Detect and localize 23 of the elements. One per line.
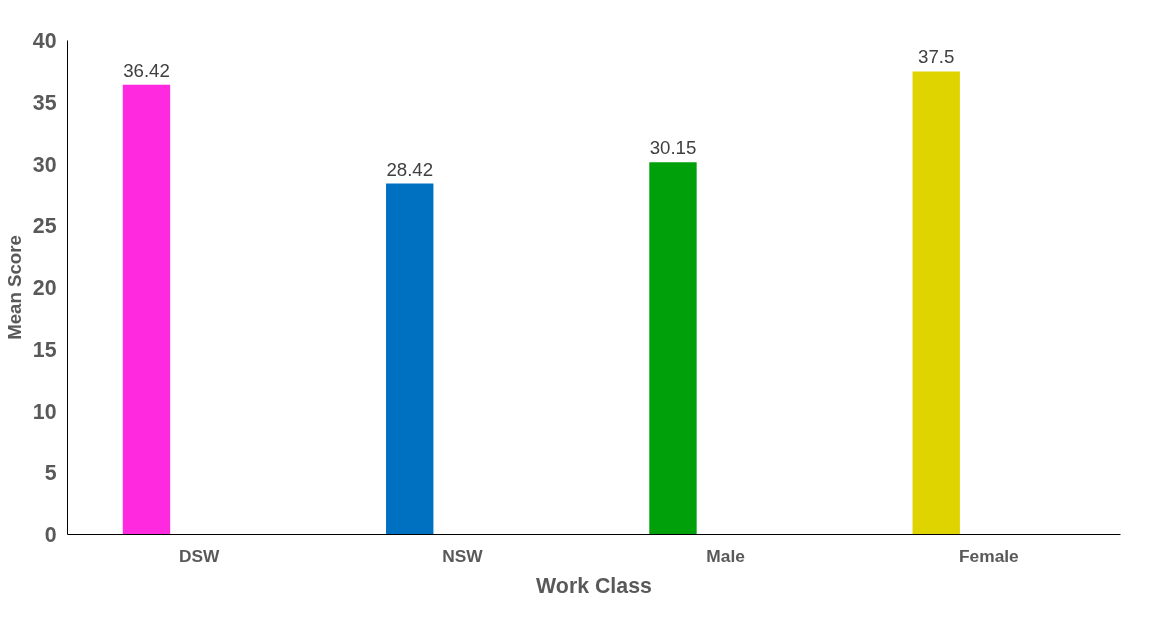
x-tick-label: Male bbox=[706, 545, 746, 566]
bar bbox=[122, 84, 171, 535]
bar bbox=[649, 162, 697, 535]
y-tick-label: 0 bbox=[44, 523, 57, 547]
y-tick-label: 10 bbox=[32, 399, 57, 424]
x-axis-title: Work Class bbox=[536, 573, 652, 598]
data-label: 28.42 bbox=[386, 158, 434, 180]
y-tick-label: 20 bbox=[32, 276, 57, 300]
x-tick-label: Female bbox=[959, 545, 1020, 566]
data-label: 37.5 bbox=[918, 46, 955, 68]
x-tick-label: DSW bbox=[178, 545, 220, 566]
bar bbox=[386, 183, 434, 535]
y-axis-title: Mean Score bbox=[3, 235, 25, 340]
x-tick-label: NSW bbox=[442, 545, 484, 566]
y-tick-label: 35 bbox=[32, 90, 57, 115]
data-label: 36.42 bbox=[123, 59, 170, 81]
data-label: 30.15 bbox=[649, 137, 697, 159]
bar bbox=[912, 71, 960, 535]
y-tick-label: 5 bbox=[44, 461, 57, 486]
y-tick-label: 30 bbox=[32, 152, 57, 177]
y-tick-label: 15 bbox=[32, 337, 57, 362]
y-tick-label: 40 bbox=[32, 29, 57, 53]
y-tick-label: 25 bbox=[32, 214, 57, 239]
